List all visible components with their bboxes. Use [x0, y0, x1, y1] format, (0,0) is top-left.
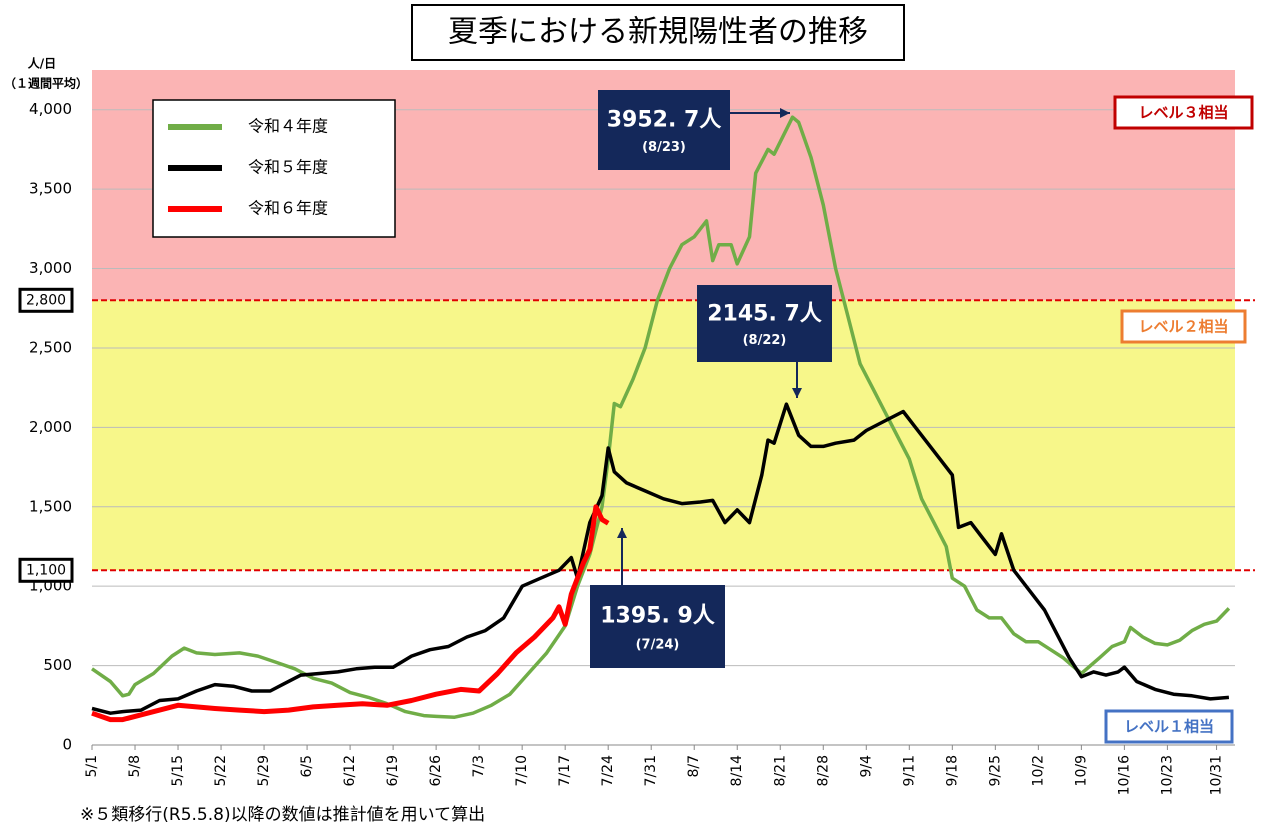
- y-tick-label: 2,500: [29, 338, 72, 356]
- y-tick-label: 3,500: [29, 180, 72, 198]
- level-badge: [1120, 309, 1247, 344]
- y-tick-label: 1,500: [29, 497, 72, 515]
- x-tick-label: 7/24: [600, 755, 616, 787]
- x-tick-label: 9/11: [901, 755, 917, 786]
- x-tick-label: 10/23: [1159, 755, 1175, 795]
- annotation-box: [590, 585, 725, 668]
- level-badge-label: レベル１相当: [1124, 718, 1214, 736]
- y-label: 人/日: [28, 56, 56, 71]
- x-tick-label: 9/25: [987, 755, 1003, 786]
- annotation-date: (8/23): [642, 140, 686, 155]
- annotation-arrowhead: [780, 108, 790, 118]
- series-line: [91, 402, 1230, 715]
- x-tick-label: 8/21: [772, 755, 788, 786]
- level-band: [92, 300, 1235, 571]
- x-tick-label: 6/26: [428, 755, 444, 787]
- y-tick-label: 0: [62, 736, 72, 754]
- chart-title: 夏季における新規陽性者の推移: [448, 15, 868, 50]
- title-box: [411, 4, 905, 61]
- level-label: 2,800: [26, 292, 66, 308]
- x-tick-label: 7/10: [514, 755, 530, 786]
- annotation-arrowhead: [617, 528, 627, 538]
- legend-label: 令和４年度: [248, 117, 328, 136]
- annotation-value: 2145. 7人: [707, 301, 822, 326]
- x-tick-label: 6/5: [299, 755, 315, 778]
- y-tick-label: 2,000: [29, 418, 72, 436]
- level-badge: [1104, 709, 1234, 744]
- x-tick-label: 5/15: [170, 755, 186, 786]
- x-tick-label: 7/31: [643, 755, 659, 786]
- annotation-arrowhead: [792, 388, 802, 398]
- annotation-box: [697, 285, 832, 362]
- footnote: ※５類移行(R5.5.8)以降の数値は推計値を用いて算出: [80, 805, 485, 825]
- x-tick-label: 7/3: [471, 755, 487, 778]
- annotation-date: (7/24): [636, 637, 680, 652]
- x-tick-label: 10/9: [1073, 755, 1089, 786]
- legend-label: 令和５年度: [248, 158, 328, 177]
- x-tick-label: 8/14: [729, 755, 745, 787]
- x-tick-label: 10/2: [1030, 755, 1046, 786]
- x-tick-label: 5/8: [127, 755, 143, 778]
- x-tick-label: 9/18: [944, 755, 960, 786]
- y-tick-label: 500: [43, 656, 72, 674]
- annotation-box: [598, 90, 730, 170]
- x-tick-label: 6/12: [342, 755, 358, 786]
- annotation-value: 1395. 9人: [600, 604, 715, 629]
- series-line: [91, 115, 1231, 719]
- annotation-value: 3952. 7人: [607, 107, 722, 132]
- x-tick-label: 9/4: [858, 755, 874, 778]
- x-tick-label: 6/19: [385, 755, 401, 786]
- y-sublabel: （１週間平均）: [4, 76, 88, 91]
- x-tick-label: 10/31: [1209, 755, 1225, 795]
- level-label-box: [18, 557, 74, 583]
- x-tick-label: 7/17: [557, 755, 573, 786]
- y-tick-label: 4,000: [29, 100, 72, 118]
- y-tick-label: 3,000: [29, 259, 72, 277]
- x-tick-label: 8/7: [686, 755, 702, 778]
- level-label: 1,100: [26, 562, 66, 578]
- annotation-date: (8/22): [743, 333, 787, 348]
- level-label-box: [18, 287, 74, 313]
- x-tick-label: 8/28: [815, 755, 831, 786]
- x-tick-label: 10/16: [1116, 755, 1132, 795]
- x-tick-label: 5/22: [213, 755, 229, 786]
- level-badge-label: レベル２相当: [1138, 318, 1228, 336]
- series-line: [91, 504, 610, 723]
- x-tick-label: 5/1: [84, 755, 100, 778]
- level-badge-label: レベル３相当: [1138, 104, 1228, 122]
- legend-label: 令和６年度: [248, 199, 328, 218]
- x-tick-label: 5/29: [256, 755, 272, 786]
- level-badge: [1113, 95, 1254, 130]
